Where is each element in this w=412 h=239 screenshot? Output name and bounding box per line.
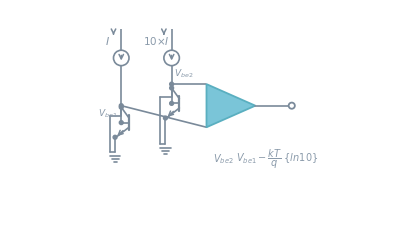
Circle shape [289, 103, 295, 109]
Circle shape [164, 50, 179, 66]
Circle shape [119, 121, 123, 125]
Text: $\mathit{I}$: $\mathit{I}$ [105, 35, 110, 47]
Circle shape [170, 101, 173, 105]
Polygon shape [206, 84, 255, 127]
Circle shape [113, 135, 117, 139]
Text: $\mathit{V}_{be2}$: $\mathit{V}_{be2}$ [213, 153, 234, 167]
Circle shape [164, 116, 167, 120]
Circle shape [170, 86, 173, 90]
Circle shape [113, 50, 129, 66]
Circle shape [119, 104, 123, 108]
Text: $\mathit{V}_{be1}$: $\mathit{V}_{be1}$ [98, 107, 117, 120]
Circle shape [170, 82, 173, 86]
Text: $\mathit{10{\times}I}$: $\mathit{10{\times}I}$ [143, 35, 169, 47]
Text: $\mathit{V}_{be1} - \dfrac{kT}{q}\ \{ln10\}$: $\mathit{V}_{be1} - \dfrac{kT}{q}\ \{ln1… [236, 148, 318, 171]
Circle shape [119, 105, 123, 109]
Text: $\mathit{V}_{be2}$: $\mathit{V}_{be2}$ [174, 67, 193, 80]
